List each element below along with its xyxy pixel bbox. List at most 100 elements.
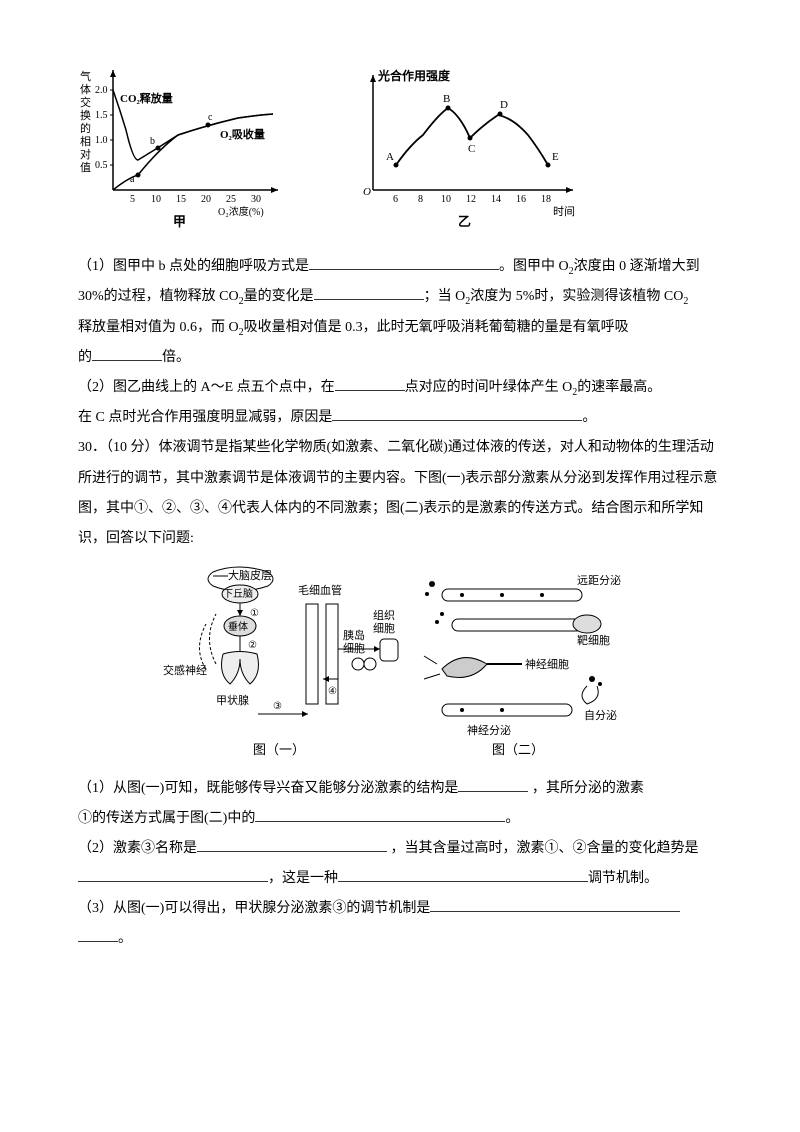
svg-text:细胞: 细胞 bbox=[373, 622, 395, 635]
svg-text:神经细胞: 神经细胞 bbox=[525, 657, 569, 671]
svg-text:交感神经: 交感神经 bbox=[163, 663, 207, 677]
text: 量的变化是 bbox=[244, 289, 314, 304]
text: ，当其含量过高时，激素①、②含量的变化趋势是 bbox=[387, 841, 699, 856]
chart-yi: 光合作用强度 6 8 10 12 14 16 18 时间 A B C D E O… bbox=[348, 60, 588, 242]
svg-text:胰岛: 胰岛 bbox=[343, 628, 365, 642]
q30-2-line1: （2）激素③名称是 ，当其含量过高时，激素①、②含量的变化趋势是 bbox=[78, 834, 722, 864]
blank bbox=[335, 376, 405, 391]
q1-line4: 的 倍。 bbox=[78, 343, 722, 373]
text: （3）从图(一)可以得出，甲状腺分泌激素③的调节机制是 bbox=[78, 901, 430, 916]
svg-text:③: ③ bbox=[273, 701, 282, 712]
svg-text:O: O bbox=[363, 186, 371, 198]
blank bbox=[92, 346, 162, 361]
svg-text:c: c bbox=[208, 112, 213, 123]
blank bbox=[197, 837, 387, 852]
q30-3-line1: （3）从图(一)可以得出，甲状腺分泌激素③的调节机制是 bbox=[78, 894, 722, 924]
text: （2）激素③名称是 bbox=[78, 841, 197, 856]
blank bbox=[309, 255, 499, 270]
blank bbox=[78, 927, 118, 942]
text: ①的传送方式属于图(二)中的 bbox=[78, 811, 255, 826]
svg-text:18: 18 bbox=[541, 194, 551, 205]
svg-text:E: E bbox=[552, 151, 559, 163]
diagram-one: 大脑皮层 下丘脑 垂体 ① ② 甲状腺 交感神经 ③ 毛细血管 胰岛 细胞 组织… bbox=[158, 564, 408, 764]
svg-text:A: A bbox=[386, 151, 394, 163]
svg-text:远距分泌: 远距分泌 bbox=[577, 574, 621, 587]
q30-intro: 30．（10 分）体液调节是指某些化学物质(如激素、二氧化碳)通过体液的传送，对… bbox=[78, 433, 722, 553]
text: 点对应的时间叶绿体产生 O bbox=[405, 380, 573, 395]
blank bbox=[458, 777, 528, 792]
svg-text:甲状腺: 甲状腺 bbox=[216, 693, 249, 707]
svg-text:图（一）: 图（一） bbox=[253, 742, 305, 757]
svg-text:靶细胞: 靶细胞 bbox=[577, 634, 610, 647]
svg-text:14: 14 bbox=[491, 194, 501, 205]
text: 吸收量相对值是 0.3，此时无氧呼吸消耗葡萄糖的量是有氧呼吸 bbox=[244, 320, 629, 335]
svg-text:体: 体 bbox=[80, 82, 91, 96]
text: ，其所分泌的激素 bbox=[528, 781, 644, 796]
svg-text:b: b bbox=[150, 136, 155, 147]
svg-text:④: ④ bbox=[328, 686, 337, 697]
text: 在 C 点时光合作用强度明显减弱，原因是 bbox=[78, 410, 332, 425]
svg-text:10: 10 bbox=[151, 194, 161, 205]
svg-text:下丘脑: 下丘脑 bbox=[223, 587, 253, 600]
blank bbox=[338, 867, 588, 882]
blank bbox=[314, 285, 424, 300]
svg-text:16: 16 bbox=[516, 194, 526, 205]
svg-text:6: 6 bbox=[393, 194, 398, 205]
svg-text:2.0: 2.0 bbox=[95, 85, 108, 96]
svg-text:8: 8 bbox=[418, 194, 423, 205]
svg-text:大脑皮层: 大脑皮层 bbox=[228, 568, 272, 582]
svg-text:光合作用强度: 光合作用强度 bbox=[377, 68, 451, 83]
svg-text:a: a bbox=[130, 174, 135, 185]
svg-text:值: 值 bbox=[80, 161, 91, 174]
text: ，这是一种 bbox=[268, 871, 338, 886]
svg-text:15: 15 bbox=[176, 194, 186, 205]
svg-text:的: 的 bbox=[80, 121, 91, 135]
svg-text:交: 交 bbox=[80, 95, 91, 109]
svg-text:CO₂释放量: CO₂释放量 bbox=[120, 91, 173, 105]
svg-text:0.5: 0.5 bbox=[95, 160, 108, 171]
svg-text:O₂浓度(%): O₂浓度(%) bbox=[218, 205, 264, 218]
svg-text:1.0: 1.0 bbox=[95, 135, 108, 146]
svg-text:自分泌: 自分泌 bbox=[584, 709, 617, 722]
q30-1-line2: ①的传送方式属于图(二)中的 。 bbox=[78, 804, 722, 834]
blank bbox=[255, 807, 505, 822]
text: 。 bbox=[505, 811, 519, 826]
q1-line5: （2）图乙曲线上的 A～E 点五个点中，在点对应的时间叶绿体产生 O2的速率最高… bbox=[78, 373, 722, 403]
text: （1）从图(一)可知，既能够传导兴奋又能够分泌激素的结构是 bbox=[78, 781, 458, 796]
blank bbox=[78, 867, 268, 882]
text: 。 bbox=[582, 410, 596, 425]
svg-text:1.5: 1.5 bbox=[95, 110, 108, 121]
text: 倍。 bbox=[162, 350, 190, 365]
figure-row: 大脑皮层 下丘脑 垂体 ① ② 甲状腺 交感神经 ③ 毛细血管 胰岛 细胞 组织… bbox=[78, 564, 722, 764]
svg-text:10: 10 bbox=[441, 194, 451, 205]
svg-text:气: 气 bbox=[80, 69, 91, 83]
svg-text:时间: 时间 bbox=[553, 205, 575, 218]
text: 调节机制。 bbox=[588, 871, 658, 886]
svg-text:毛细血管: 毛细血管 bbox=[298, 583, 342, 597]
text: 。图甲中 O bbox=[499, 259, 569, 274]
q30-1-line1: （1）从图(一)可知，既能够传导兴奋又能够分泌激素的结构是 ，其所分泌的激素 bbox=[78, 774, 722, 804]
q1-line1: （1）图甲中 b 点处的细胞呼吸方式是。图甲中 O2浓度由 0 逐渐增大到 bbox=[78, 252, 722, 282]
svg-text:B: B bbox=[443, 93, 450, 105]
svg-text:神经分泌: 神经分泌 bbox=[467, 723, 511, 737]
text: 释放量相对值为 0.6，而 O bbox=[78, 320, 239, 335]
text: （1）图甲中 b 点处的细胞呼吸方式是 bbox=[78, 259, 309, 274]
blank bbox=[430, 897, 680, 912]
svg-text:D: D bbox=[500, 99, 508, 111]
text: 30%的过程，植物释放 CO bbox=[78, 289, 239, 304]
svg-text:对: 对 bbox=[80, 147, 91, 161]
q30-2-line2: ，这是一种 调节机制。 bbox=[78, 864, 722, 894]
text: 浓度由 0 逐渐增大到 bbox=[574, 259, 700, 274]
svg-text:相: 相 bbox=[80, 135, 91, 148]
q1-line6: 在 C 点时光合作用强度明显减弱，原因是 。 bbox=[78, 403, 722, 433]
chart-jia: 气 体 交 换 的 相 对 值 0.5 1.0 1.5 2.0 5 10 15 bbox=[78, 60, 288, 242]
blank bbox=[332, 406, 582, 421]
svg-text:垂体: 垂体 bbox=[228, 621, 248, 633]
svg-text:换: 换 bbox=[80, 108, 91, 122]
q30-3-line2: 。 bbox=[78, 924, 722, 954]
svg-text:20: 20 bbox=[201, 194, 211, 205]
svg-text:5: 5 bbox=[130, 194, 135, 205]
text: 的 bbox=[78, 350, 92, 365]
svg-text:图（二）: 图（二） bbox=[492, 742, 544, 757]
q1-line3: 释放量相对值为 0.6，而 O2吸收量相对值是 0.3，此时无氧呼吸消耗葡萄糖的… bbox=[78, 313, 722, 343]
